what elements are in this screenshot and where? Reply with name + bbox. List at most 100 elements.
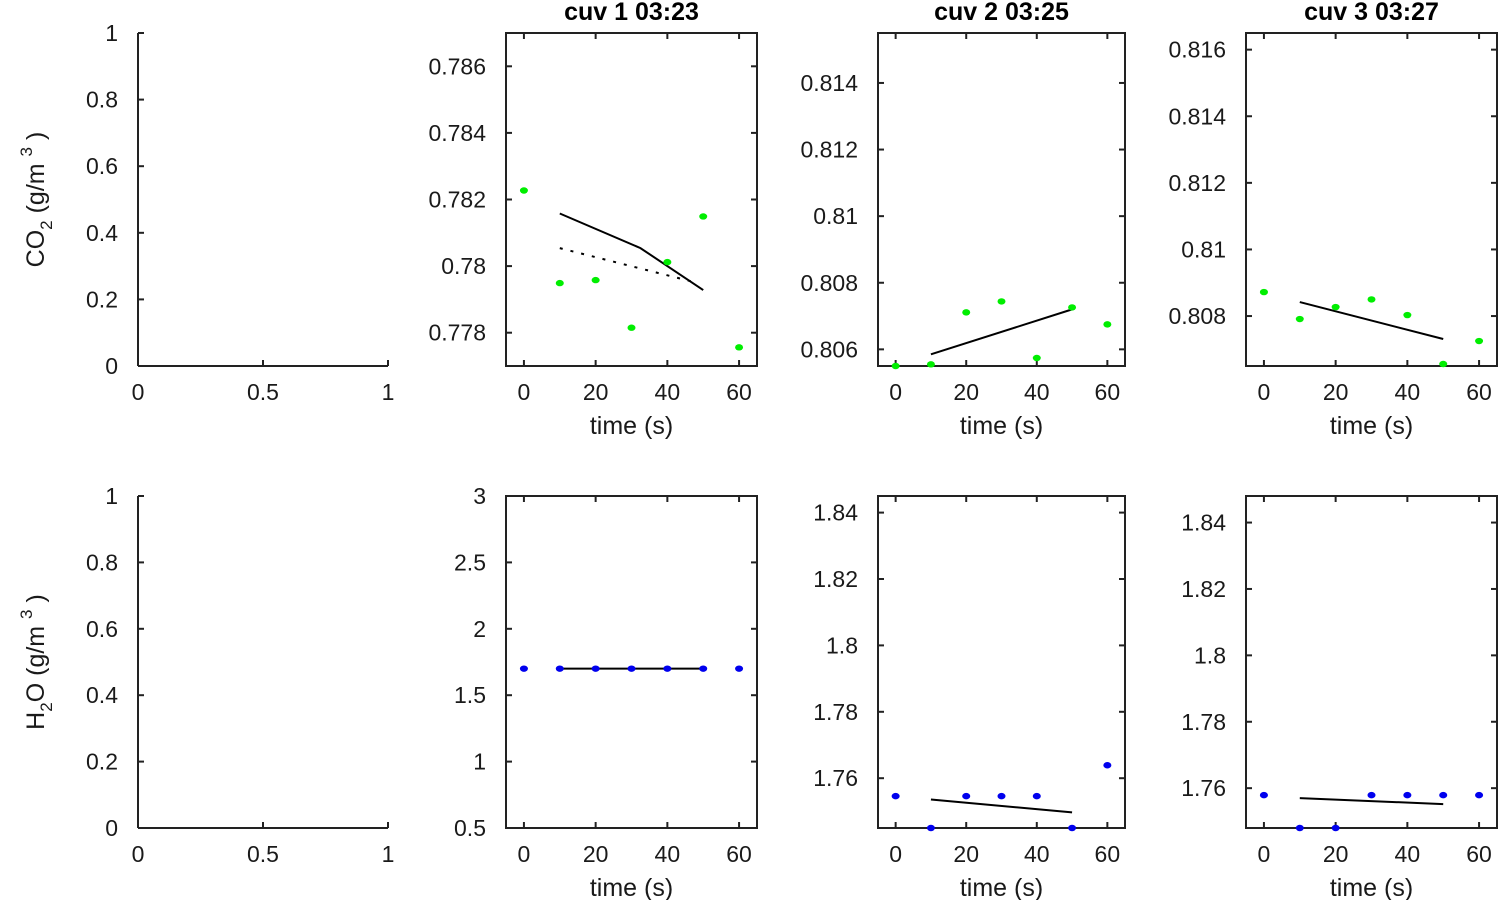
x-tick-label: 60 <box>726 841 752 867</box>
data-point <box>891 792 900 800</box>
x-tick-label: 0.5 <box>247 379 279 405</box>
x-tick-label: 40 <box>655 379 681 405</box>
y-axis-label-part: 2 <box>37 220 56 229</box>
data-point <box>962 309 971 316</box>
y-tick-label: 0.778 <box>428 320 486 346</box>
y-tick-label: 1.78 <box>1181 709 1226 735</box>
fit-line-fit-solid <box>930 308 1073 356</box>
y-tick-label: 0.814 <box>800 70 858 96</box>
data-point <box>926 824 935 832</box>
x-tick-label: 0.5 <box>247 841 279 867</box>
y-tick-label: 0 <box>105 815 118 841</box>
data-point <box>1259 288 1268 296</box>
data-point <box>1068 304 1077 311</box>
y-tick-label: 0.808 <box>800 270 858 296</box>
y-tick-label: 0.816 <box>1168 37 1226 63</box>
y-axis-label-part: H <box>22 712 50 730</box>
data-point <box>591 665 600 672</box>
y-tick-label: 0.782 <box>428 187 486 213</box>
y-axis-label: CO2 (g/m 3 ) <box>17 132 56 268</box>
x-tick-label: 40 <box>1395 841 1421 867</box>
y-axis-label: H2O (g/m 3 ) <box>17 594 56 730</box>
y-tick-label: 2 <box>473 616 486 642</box>
y-tick-label: 1.82 <box>1181 576 1226 602</box>
y-axis-label-part: (g/m <box>22 619 50 683</box>
y-tick-label: 1.84 <box>813 500 858 526</box>
subplot-co2-empty: 0 0.5 1 0 0.2 0.4 0.6 0.8 1 CO2 (g/m 3 ) <box>17 20 394 405</box>
x-tick-label: 0 <box>132 379 145 405</box>
y-tick-label: 1 <box>473 749 486 775</box>
x-tick-label: 20 <box>583 379 609 405</box>
y-tick-label: 1.76 <box>813 765 858 791</box>
data-point <box>1439 360 1448 368</box>
x-axis-label: time (s) <box>960 412 1043 440</box>
axes-box <box>505 32 758 367</box>
x-tick-label: 20 <box>1323 841 1349 867</box>
y-tick-label: 0.812 <box>800 137 858 163</box>
subplot-h2o-cuv2: 0 20 40 60 1.76 1.78 1.8 1.82 1.84 time (s) <box>813 495 1126 900</box>
y-axis-label-part: 3 <box>17 147 36 156</box>
fit-line-fit-solid <box>559 212 704 291</box>
y-axis-label-part: (g/m <box>22 156 50 220</box>
x-tick-label: 60 <box>1466 841 1492 867</box>
y-tick-label: 1.76 <box>1181 775 1226 801</box>
axes-box <box>877 32 1126 367</box>
subplot-h2o-empty: 0 0.5 1 0 0.2 0.4 0.6 0.8 1 H2O (g/m 3 ) <box>17 483 394 867</box>
data-point <box>1475 337 1484 345</box>
y-tick-label: 1.84 <box>1181 510 1226 536</box>
x-axis-label: time (s) <box>590 874 673 900</box>
y-axis-label-part: O <box>22 683 50 702</box>
x-tick-label: 60 <box>1466 379 1492 405</box>
x-tick-label: 20 <box>953 379 979 405</box>
data-point <box>1068 824 1077 832</box>
data-point <box>1331 303 1340 311</box>
data-point <box>1403 791 1412 799</box>
data-point <box>1032 354 1041 362</box>
x-tick-label: 40 <box>655 841 681 867</box>
x-tick-label: 20 <box>1323 379 1349 405</box>
y-tick-label: 0.4 <box>86 682 118 708</box>
y-axis-label-part: CO <box>22 230 50 268</box>
y-tick-label: 0.786 <box>428 53 486 79</box>
data-point <box>519 665 528 672</box>
axes-box <box>505 495 758 829</box>
subplot-co2-cuv1: 0 20 40 60 0.778 0.78 0.782 0.784 0.786 cuv 1 03:… <box>428 0 758 440</box>
subplot-title: cuv 1 03:23 <box>564 0 699 26</box>
axes-box <box>877 495 1126 829</box>
y-tick-label: 2.5 <box>454 549 486 575</box>
subplot-title: cuv 3 03:27 <box>1304 0 1439 26</box>
subplot-co2-cuv3: 0 20 40 60 0.808 0.81 0.812 0.814 0.816 cuv 3 03:… <box>1168 0 1498 440</box>
data-point <box>519 187 528 194</box>
x-tick-label: 0 <box>889 841 902 867</box>
x-axis-label: time (s) <box>590 412 673 440</box>
data-point <box>1259 791 1268 799</box>
data-point <box>962 792 971 800</box>
y-tick-label: 0.806 <box>800 336 858 362</box>
y-tick-label: 1.82 <box>813 566 858 592</box>
x-tick-label: 0 <box>889 379 902 405</box>
y-axis-label-part: ) <box>22 132 50 147</box>
data-point <box>926 361 935 368</box>
x-tick-label: 60 <box>1095 379 1121 405</box>
y-tick-label: 0.8 <box>86 87 118 113</box>
data-point <box>663 258 672 266</box>
subplot-title: cuv 2 03:25 <box>934 0 1069 26</box>
data-point <box>891 362 900 370</box>
x-tick-label: 20 <box>583 841 609 867</box>
x-tick-label: 0 <box>1258 379 1271 405</box>
x-tick-label: 40 <box>1024 841 1050 867</box>
y-tick-label: 1.5 <box>454 682 486 708</box>
y-tick-label: 0.784 <box>428 120 486 146</box>
y-tick-label: 0.5 <box>454 815 486 841</box>
data-point <box>1295 315 1304 323</box>
data-point <box>1403 311 1412 319</box>
data-point <box>1475 791 1484 799</box>
subplot-h2o-cuv1: 0 20 40 60 0.5 1 1.5 2 2.5 3 time (s) <box>454 483 758 900</box>
data-point <box>997 792 1006 800</box>
y-tick-label: 1.8 <box>1194 642 1226 668</box>
x-tick-label: 0 <box>132 841 145 867</box>
data-point <box>1367 296 1376 303</box>
x-tick-label: 40 <box>1024 379 1050 405</box>
data-point <box>1032 792 1041 800</box>
